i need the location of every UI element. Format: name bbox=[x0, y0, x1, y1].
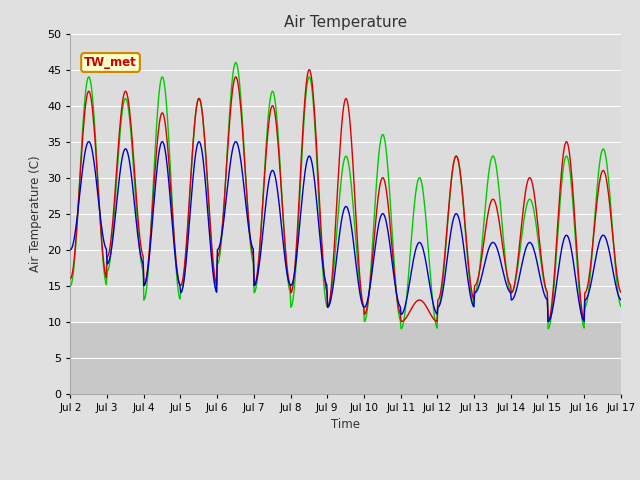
Text: TW_met: TW_met bbox=[84, 56, 137, 69]
Y-axis label: Air Temperature (C): Air Temperature (C) bbox=[29, 156, 42, 272]
Bar bbox=[70, 322, 621, 394]
Title: Air Temperature: Air Temperature bbox=[284, 15, 407, 30]
X-axis label: Time: Time bbox=[331, 418, 360, 431]
Legend: PanelT, AirT, AM25T_PRT: PanelT, AirT, AM25T_PRT bbox=[209, 479, 483, 480]
